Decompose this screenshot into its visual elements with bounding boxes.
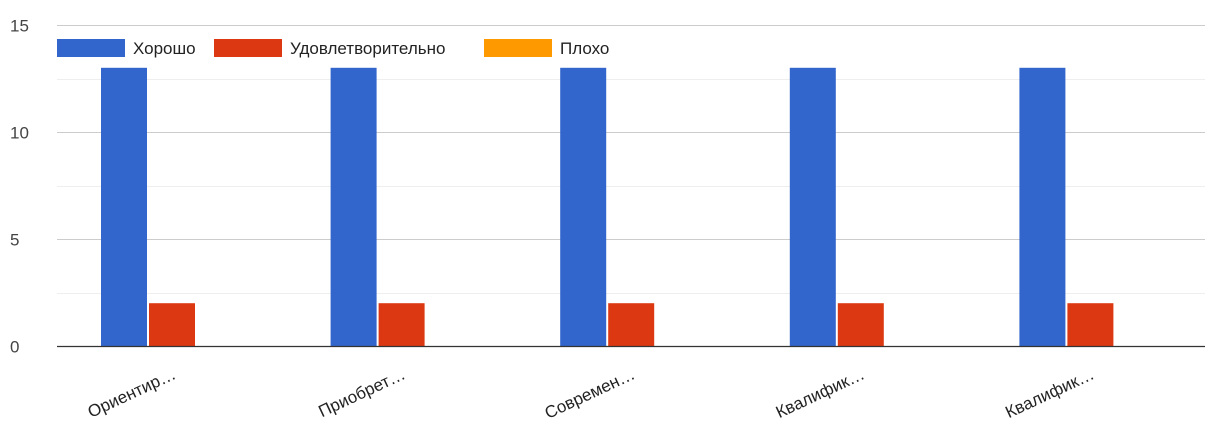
legend: Хорошо Удовлетворительно Плохо [57,39,609,58]
bar-1-2 [330,67,377,347]
x-tick-label: Современ… [542,364,638,422]
bar-2-2 [378,303,425,346]
x-tick-label: Приобрет… [316,364,409,421]
bar-2-4 [837,303,884,346]
y-axis: 0 5 10 15 [10,17,29,357]
y-tick-label: 15 [10,17,29,36]
legend-label: Плохо [560,39,609,58]
bar-2-3 [608,303,655,346]
x-tick-label: Ориентир… [85,364,179,421]
x-tick-label: Квалифик… [773,364,868,422]
y-tick-label: 0 [10,338,19,357]
bar-1-4 [789,67,836,347]
bar-1-1 [101,67,147,347]
gridlines [57,25,1205,294]
y-tick-label: 10 [10,124,29,143]
legend-swatch [214,39,282,57]
bar-1-3 [560,67,607,347]
bars [101,67,1114,347]
legend-label: Удовлетворительно [290,39,445,58]
legend-swatch [57,39,125,57]
bar-1-5 [1019,67,1066,347]
x-axis: Ориентир… Приобрет… Современ… Квалифик… Квал… [57,345,1205,423]
bar-2-1 [149,303,195,346]
legend-swatch [484,39,552,57]
y-tick-label: 5 [10,231,19,250]
x-tick-label: Квалифик… [1002,364,1097,422]
bar-2-5 [1067,303,1114,346]
legend-label: Хорошо [133,39,196,58]
